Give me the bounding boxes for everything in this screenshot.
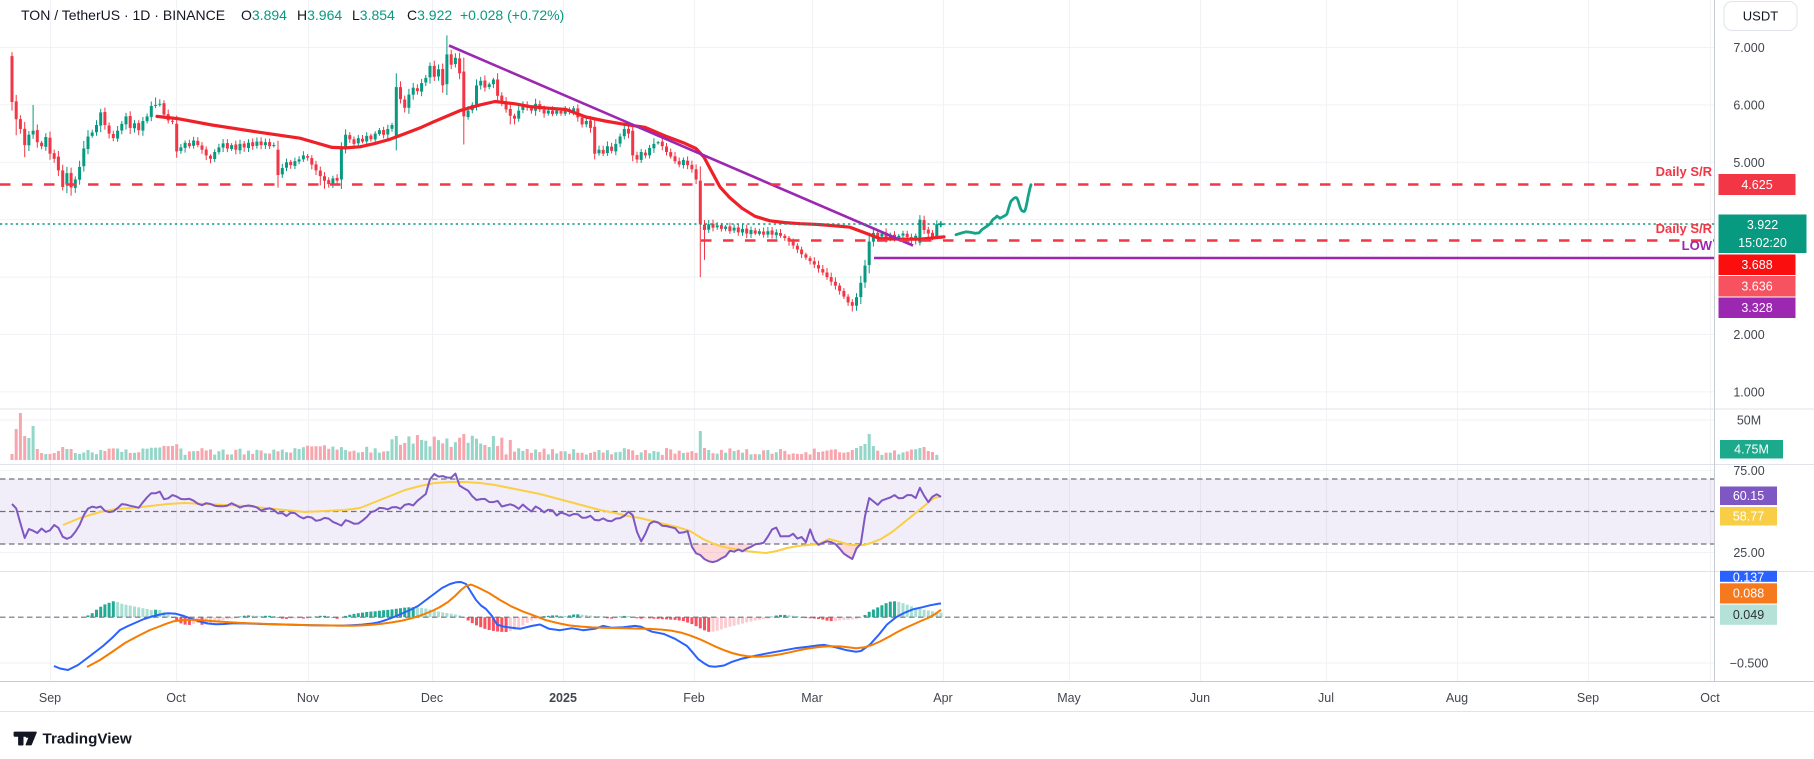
- svg-text:Oct: Oct: [1700, 691, 1720, 705]
- svg-text:4.75M: 4.75M: [1734, 443, 1769, 457]
- svg-text:LOW: LOW: [1682, 238, 1713, 253]
- svg-text:Nov: Nov: [297, 691, 320, 705]
- svg-text:Jul: Jul: [1318, 691, 1334, 705]
- svg-text:L3.854: L3.854: [352, 7, 395, 23]
- svg-text:2.000: 2.000: [1733, 328, 1764, 342]
- svg-text:Aug: Aug: [1446, 691, 1468, 705]
- svg-text:60.15: 60.15: [1733, 489, 1764, 503]
- svg-text:USDT: USDT: [1743, 9, 1778, 24]
- svg-text:0.049: 0.049: [1733, 608, 1764, 622]
- svg-text:4.625: 4.625: [1741, 178, 1772, 192]
- svg-text:2025: 2025: [549, 691, 577, 705]
- svg-text:Oct: Oct: [166, 691, 186, 705]
- svg-text:+0.028 (+0.72%): +0.028 (+0.72%): [460, 7, 564, 23]
- svg-text:Daily S/R: Daily S/R: [1656, 221, 1713, 236]
- svg-text:H3.964: H3.964: [297, 7, 342, 23]
- svg-text:Feb: Feb: [683, 691, 705, 705]
- svg-text:3.636: 3.636: [1741, 280, 1772, 294]
- svg-text:58.77: 58.77: [1733, 510, 1764, 524]
- svg-text:1.000: 1.000: [1733, 385, 1764, 399]
- svg-text:Mar: Mar: [801, 691, 823, 705]
- svg-text:Sep: Sep: [39, 691, 61, 705]
- svg-text:5.000: 5.000: [1733, 156, 1764, 170]
- svg-text:3.922: 3.922: [1747, 218, 1778, 232]
- svg-text:Sep: Sep: [1577, 691, 1599, 705]
- svg-text:0.088: 0.088: [1733, 587, 1764, 601]
- svg-text:75.00: 75.00: [1733, 464, 1764, 478]
- svg-text:C3.922: C3.922: [407, 7, 452, 23]
- svg-text:TradingView: TradingView: [43, 731, 132, 748]
- svg-text:25.00: 25.00: [1733, 546, 1764, 560]
- svg-text:Jun: Jun: [1190, 691, 1210, 705]
- svg-text:Apr: Apr: [933, 691, 952, 705]
- svg-text:15:02:20: 15:02:20: [1738, 236, 1787, 250]
- svg-text:−0.500: −0.500: [1730, 657, 1769, 671]
- svg-text:50M: 50M: [1737, 414, 1761, 428]
- svg-text:0.137: 0.137: [1733, 571, 1764, 585]
- svg-text:3.328: 3.328: [1741, 301, 1772, 315]
- svg-text:Dec: Dec: [421, 691, 443, 705]
- svg-text:May: May: [1057, 691, 1081, 705]
- svg-text:3.688: 3.688: [1741, 258, 1772, 272]
- svg-text:Daily S/R: Daily S/R: [1656, 164, 1713, 179]
- svg-text:7.000: 7.000: [1733, 41, 1764, 55]
- svg-text:O3.894: O3.894: [241, 7, 287, 23]
- svg-text:TON / TetherUS · 1D · BINANCE: TON / TetherUS · 1D · BINANCE: [21, 7, 225, 23]
- svg-text:6.000: 6.000: [1733, 98, 1764, 112]
